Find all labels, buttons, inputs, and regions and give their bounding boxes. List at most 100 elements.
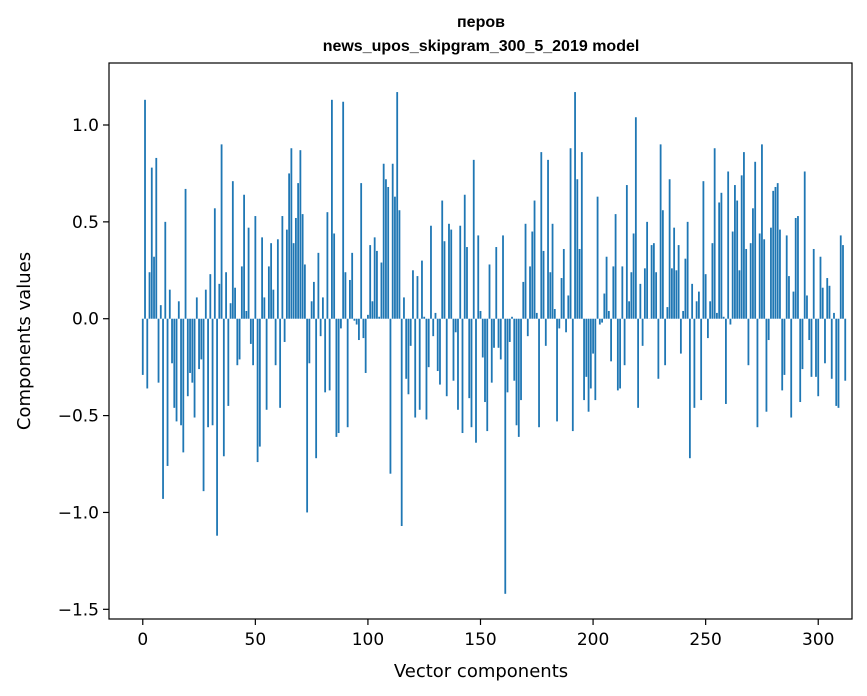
bar-220 bbox=[637, 318, 640, 408]
bar-72 bbox=[303, 264, 306, 319]
bar-68 bbox=[294, 217, 297, 319]
bar-223 bbox=[643, 268, 646, 319]
bar-3 bbox=[148, 272, 151, 319]
bar-40 bbox=[231, 181, 234, 319]
bar-193 bbox=[576, 179, 579, 319]
bar-231 bbox=[661, 210, 664, 319]
bar-305 bbox=[828, 285, 831, 319]
bar-311 bbox=[842, 245, 844, 319]
bar-242 bbox=[686, 221, 689, 319]
bar-34 bbox=[218, 283, 221, 319]
bar-31 bbox=[211, 318, 214, 426]
bar-129 bbox=[432, 318, 435, 337]
x-tick-label: 300 bbox=[802, 630, 834, 650]
bar-57 bbox=[270, 243, 273, 319]
bar-101 bbox=[369, 245, 372, 319]
bar-75 bbox=[310, 301, 313, 319]
bar-267 bbox=[743, 152, 745, 319]
bar-235 bbox=[670, 268, 673, 319]
bar-281 bbox=[774, 186, 777, 319]
bar-240 bbox=[682, 310, 685, 319]
bar-150 bbox=[479, 310, 482, 319]
bar-86 bbox=[335, 318, 338, 437]
bar-136 bbox=[448, 223, 450, 319]
bar-219 bbox=[634, 117, 637, 319]
bar-236 bbox=[673, 227, 676, 319]
bar-244 bbox=[691, 283, 694, 319]
bar-234 bbox=[668, 179, 671, 319]
bar-284 bbox=[781, 318, 784, 391]
bar-128 bbox=[430, 225, 432, 319]
bar-257 bbox=[720, 192, 723, 319]
bar-52 bbox=[258, 318, 261, 447]
bar-38 bbox=[227, 318, 230, 406]
bar-307 bbox=[833, 312, 835, 319]
bar-259 bbox=[725, 318, 727, 404]
bar-205 bbox=[603, 293, 606, 319]
bar-56 bbox=[267, 266, 270, 319]
bar-120 bbox=[412, 270, 414, 319]
bar-271 bbox=[752, 208, 754, 319]
bar-78 bbox=[317, 252, 320, 319]
bar-302 bbox=[821, 287, 824, 319]
bar-216 bbox=[628, 301, 630, 319]
bar-261 bbox=[729, 318, 732, 325]
bar-204 bbox=[601, 318, 603, 323]
bar-18 bbox=[182, 318, 185, 453]
bar-175 bbox=[535, 312, 538, 319]
bar-106 bbox=[380, 262, 383, 319]
bar-295 bbox=[806, 295, 808, 319]
bar-256 bbox=[718, 202, 721, 319]
bar-147 bbox=[472, 159, 475, 319]
bar-116 bbox=[403, 297, 405, 319]
bar-24 bbox=[195, 297, 198, 319]
bar-276 bbox=[763, 239, 766, 319]
bar-61 bbox=[279, 318, 282, 408]
bar-44 bbox=[240, 266, 243, 319]
bar-62 bbox=[281, 216, 284, 319]
bar-103 bbox=[373, 237, 376, 319]
bar-92 bbox=[349, 279, 351, 319]
bar-312 bbox=[844, 318, 847, 381]
bar-279 bbox=[770, 227, 772, 319]
bar-280 bbox=[772, 190, 775, 319]
bar-176 bbox=[538, 318, 540, 428]
bar-7 bbox=[157, 318, 160, 383]
bar-50 bbox=[254, 216, 257, 319]
bar-301 bbox=[819, 256, 822, 319]
bar-186 bbox=[560, 278, 563, 319]
bar-197 bbox=[585, 318, 588, 377]
x-tick-label: 0 bbox=[137, 630, 148, 650]
bar-79 bbox=[319, 318, 322, 337]
bar-0 bbox=[141, 318, 144, 375]
bar-265 bbox=[738, 270, 741, 319]
bar-241 bbox=[684, 258, 687, 319]
bar-202 bbox=[596, 196, 599, 319]
bar-243 bbox=[688, 318, 691, 459]
bar-262 bbox=[731, 231, 734, 319]
bar-157 bbox=[495, 247, 498, 319]
bar-249 bbox=[702, 181, 705, 319]
bar-26 bbox=[200, 318, 203, 360]
bar-19 bbox=[184, 188, 187, 319]
bar-4 bbox=[150, 167, 153, 319]
bar-96 bbox=[358, 318, 360, 341]
bar-224 bbox=[646, 221, 649, 319]
bar-55 bbox=[265, 318, 268, 410]
bar-124 bbox=[421, 260, 423, 319]
bar-229 bbox=[657, 318, 660, 379]
bar-100 bbox=[367, 314, 369, 319]
bar-288 bbox=[790, 318, 793, 418]
chart-title-line1: перов bbox=[457, 14, 505, 31]
bar-41 bbox=[234, 287, 236, 319]
bar-53 bbox=[261, 237, 263, 319]
bar-238 bbox=[677, 245, 680, 319]
bar-282 bbox=[776, 183, 779, 319]
bar-212 bbox=[619, 318, 621, 389]
bar-178 bbox=[542, 250, 545, 319]
bar-65 bbox=[288, 173, 291, 319]
bar-22 bbox=[191, 318, 194, 383]
bar-275 bbox=[761, 144, 763, 319]
y-tick-label: −1.0 bbox=[58, 503, 99, 523]
bar-286 bbox=[785, 235, 788, 319]
